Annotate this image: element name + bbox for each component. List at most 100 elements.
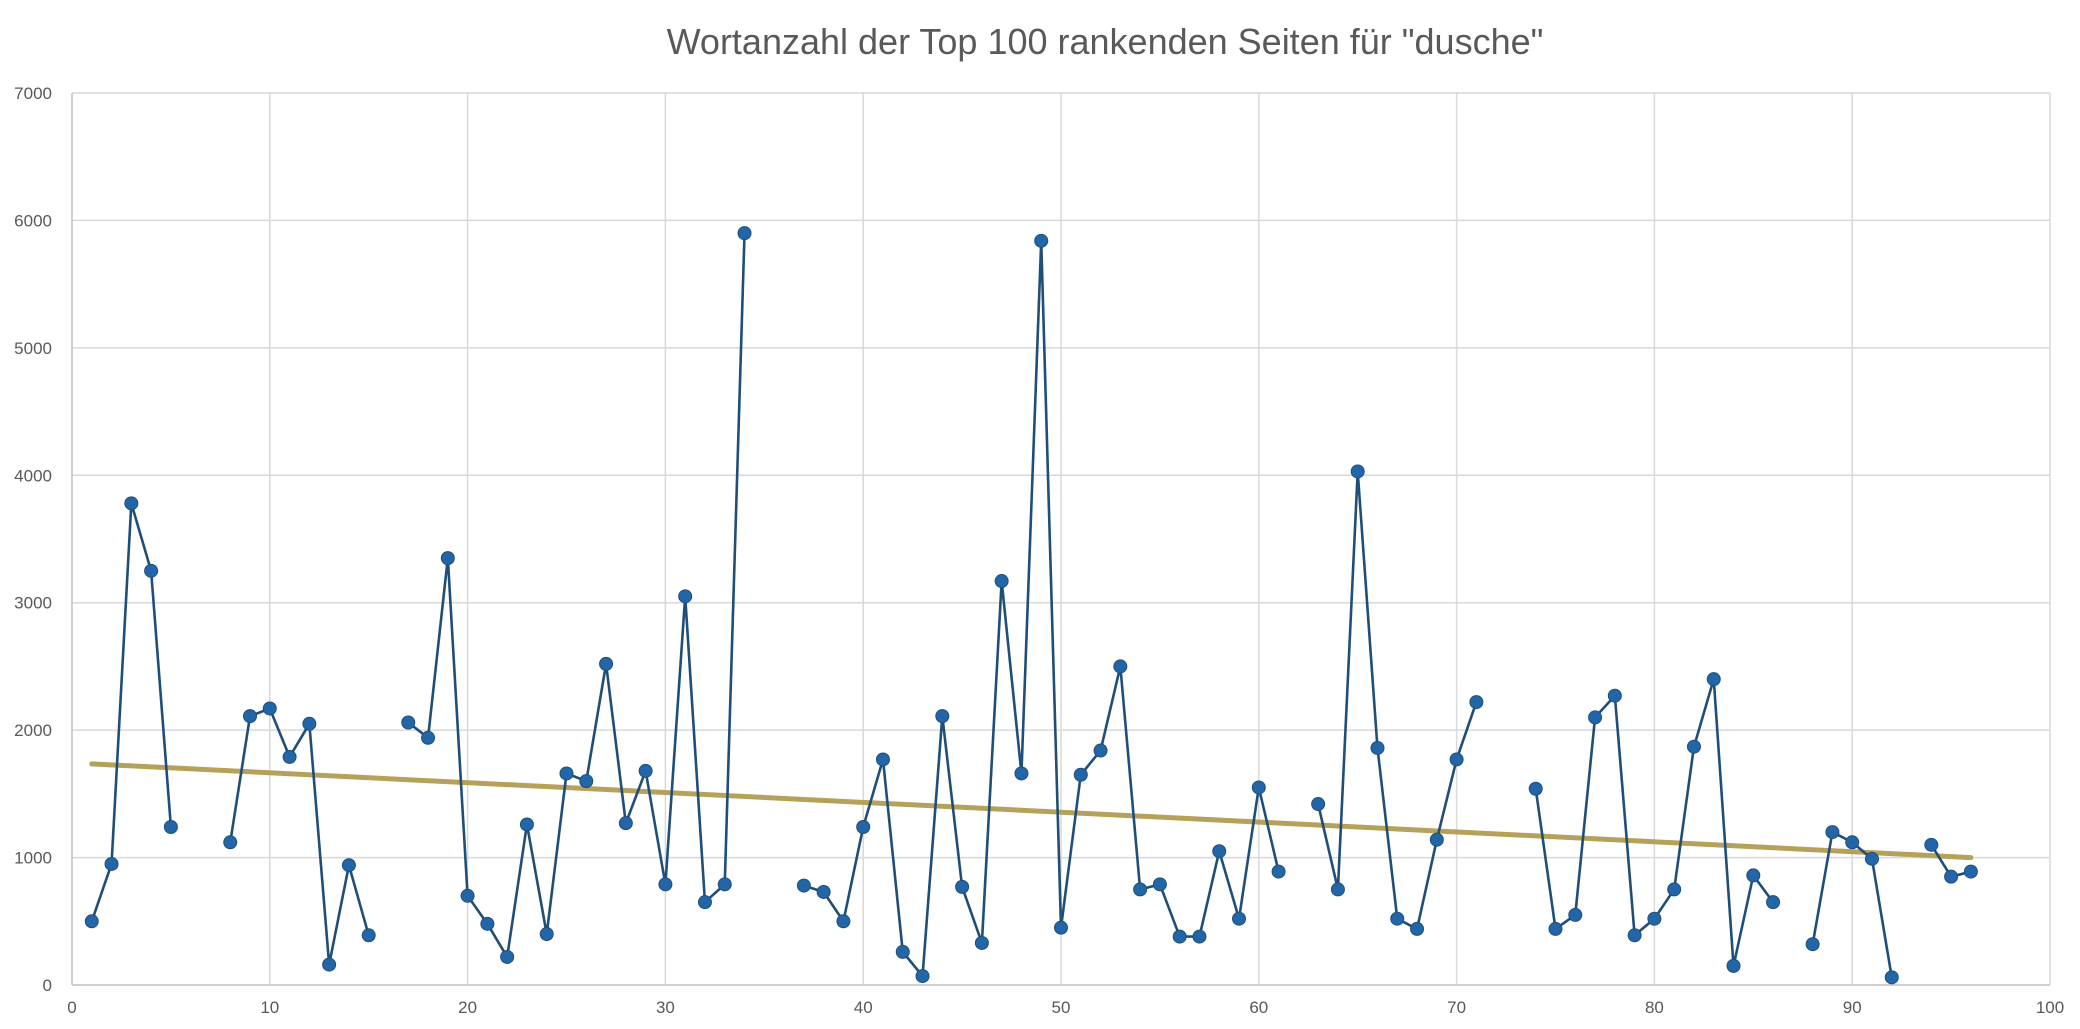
data-point	[1034, 233, 1049, 248]
y-tick-label: 7000	[14, 84, 52, 103]
data-point	[1152, 877, 1167, 892]
data-point	[1627, 928, 1642, 943]
data-point	[1113, 659, 1128, 674]
data-point	[1548, 921, 1563, 936]
data-point	[1330, 882, 1345, 897]
data-point	[1311, 797, 1326, 812]
data-point	[994, 574, 1009, 589]
data-point	[796, 878, 811, 893]
x-tick-label: 80	[1645, 998, 1664, 1017]
data-point	[1924, 837, 1939, 852]
data-point	[341, 858, 356, 873]
data-point	[638, 763, 653, 778]
data-point	[1884, 970, 1899, 985]
data-point	[500, 949, 515, 964]
data-point	[678, 589, 693, 604]
data-point	[163, 819, 178, 834]
data-point	[1271, 864, 1286, 879]
trendline	[89, 761, 1974, 861]
data-point	[1864, 851, 1879, 866]
data-point	[1350, 464, 1365, 479]
data-point	[1172, 929, 1187, 944]
chart-title: Wortanzahl der Top 100 rankenden Seiten …	[667, 21, 1544, 62]
data-point	[401, 715, 416, 730]
data-point	[1014, 766, 1029, 781]
series-line-segment	[1316, 470, 1478, 931]
data-point	[955, 879, 970, 894]
data-point	[1410, 921, 1425, 936]
data-point	[361, 928, 376, 943]
data-point	[1251, 780, 1266, 795]
data-point	[124, 496, 139, 511]
data-point	[322, 957, 337, 972]
data-point	[1054, 920, 1068, 935]
data-point	[1845, 835, 1860, 850]
data-point	[1429, 832, 1444, 847]
data-point	[1706, 672, 1721, 687]
data-point	[1686, 739, 1701, 754]
x-tick-label: 10	[260, 998, 279, 1017]
data-point	[104, 856, 119, 871]
data-point	[1192, 929, 1207, 944]
data-point	[421, 730, 436, 745]
data-point	[836, 914, 851, 929]
data-point	[974, 935, 989, 950]
data-point	[1647, 911, 1662, 926]
data-point	[1212, 844, 1227, 859]
data-point	[1746, 868, 1761, 883]
y-tick-label: 3000	[14, 594, 52, 613]
data-point	[856, 819, 871, 834]
data-point	[539, 927, 554, 942]
x-tick-label: 60	[1249, 998, 1268, 1017]
data-point	[460, 888, 475, 903]
x-tick-label: 70	[1447, 998, 1466, 1017]
data-point	[697, 895, 712, 910]
y-tick-label: 1000	[14, 849, 52, 868]
data-point	[895, 944, 910, 959]
data-point	[480, 916, 495, 931]
x-tick-label: 20	[458, 998, 477, 1017]
series-line-segment	[228, 707, 370, 966]
data-point	[737, 226, 752, 241]
data-point	[1726, 958, 1741, 973]
data-point	[915, 969, 930, 984]
data-point	[1093, 743, 1108, 758]
data-point	[1568, 907, 1583, 922]
data-point	[1825, 825, 1840, 840]
data-point	[618, 816, 633, 831]
series-layer	[84, 226, 1978, 985]
x-tick-label: 100	[2036, 998, 2064, 1017]
data-point	[599, 656, 614, 671]
x-tick-label: 0	[67, 998, 76, 1017]
series-line-segment	[803, 239, 1280, 978]
x-tick-label: 40	[854, 998, 873, 1017]
data-point	[935, 709, 950, 724]
axis-tick-labels: 0 1000 2000 3000 4000 5000 6000 7000 0 10 20 30 40 50…	[14, 84, 2064, 1017]
gridlines	[71, 92, 2051, 986]
data-point	[1469, 695, 1484, 710]
x-tick-label: 30	[656, 998, 675, 1017]
data-point	[579, 774, 594, 789]
data-point	[875, 752, 890, 767]
data-point	[1766, 895, 1781, 910]
data-point	[658, 877, 673, 892]
data-point	[717, 877, 732, 892]
data-point	[1370, 740, 1385, 755]
data-point	[1607, 688, 1622, 703]
x-tick-label: 90	[1843, 998, 1862, 1017]
series-line-segment	[407, 233, 746, 959]
data-point	[1232, 911, 1247, 926]
data-point	[1133, 882, 1148, 897]
y-tick-label: 5000	[14, 339, 52, 358]
data-point	[440, 551, 455, 566]
data-point	[816, 884, 831, 899]
data-point	[559, 766, 574, 781]
series-line-segment	[90, 502, 173, 922]
y-tick-label: 6000	[14, 211, 52, 230]
data-point	[1805, 937, 1820, 952]
data-point	[144, 563, 159, 578]
data-point	[243, 709, 258, 724]
data-point	[84, 914, 99, 929]
trendline-layer	[89, 761, 1974, 861]
